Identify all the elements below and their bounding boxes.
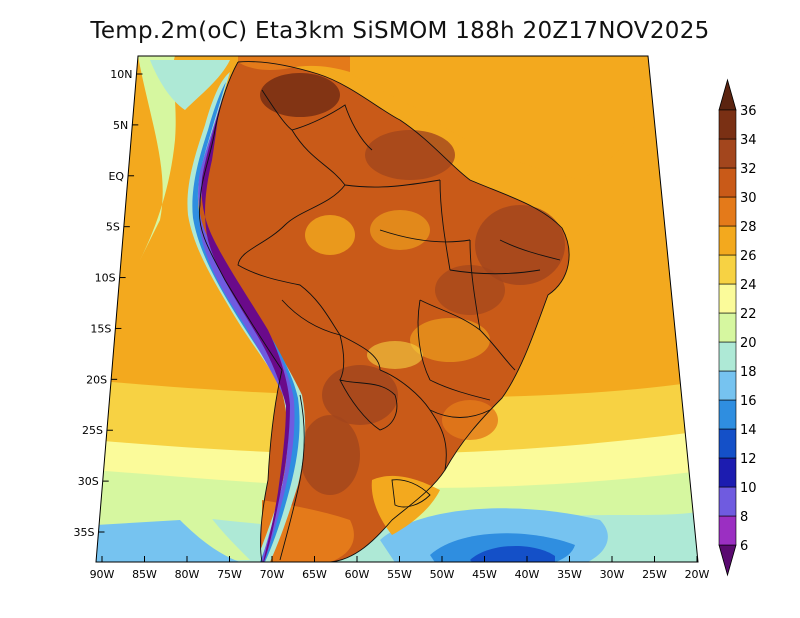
lon-tick-label: 85W	[132, 568, 157, 581]
lat-tick: EQ	[108, 170, 135, 183]
lat-tick-label: 5S	[106, 221, 120, 234]
map-frame	[95, 55, 699, 563]
map-title: Temp.2m(oC) Eta3km SiSMOM 188h 20Z17NOV2…	[90, 18, 710, 44]
colorbar-label: 10	[740, 481, 757, 496]
lat-tick: 5N	[113, 119, 139, 132]
colorbar-arrow-high	[718, 78, 737, 111]
lon-tick: 80W	[175, 556, 200, 581]
colorbar-band	[718, 399, 737, 430]
lat-tick-label: 10S	[95, 272, 116, 285]
colorbar-band	[718, 312, 737, 343]
colorbar-label: 8	[740, 510, 748, 525]
lon-tick: 30W	[600, 556, 625, 581]
lon-tick: 25W	[642, 556, 667, 581]
colorbar-label: 12	[740, 452, 757, 467]
colorbar-band	[718, 225, 737, 256]
lon-tick-label: 25W	[642, 568, 667, 581]
lon-tick-label: 20W	[685, 568, 710, 581]
lat-tick: 10N	[110, 68, 143, 81]
map-field	[96, 56, 698, 562]
lat-tick-label: 15S	[90, 322, 111, 335]
lon-tick-label: 40W	[515, 568, 540, 581]
longitude-axis: 90W 85W 80W 75W 70W 65W 60W 55W 50W 45W 40W 35W 30W 2…	[90, 556, 710, 581]
lon-tick: 35W	[557, 556, 582, 581]
colorbar-label: 34	[740, 133, 757, 148]
lon-tick-label: 65W	[302, 568, 327, 581]
colorbar-band	[718, 109, 737, 140]
lon-tick: 65W	[302, 556, 327, 581]
colorbar-label: 18	[740, 365, 757, 380]
lat-tick: 30S	[78, 475, 109, 488]
lon-tick-label: 55W	[387, 568, 412, 581]
lat-tick: 35S	[74, 526, 105, 539]
lon-tick: 20W	[685, 556, 710, 581]
colorbar-label: 16	[740, 394, 757, 409]
colorbar-band	[718, 457, 737, 488]
lat-tick-label: 5N	[113, 119, 128, 132]
colorbar-band	[718, 167, 737, 198]
colorbar-band	[718, 341, 737, 372]
colorbar-label: 28	[740, 220, 757, 235]
country-borders	[198, 61, 570, 563]
lat-tick: 10S	[95, 272, 126, 285]
lon-tick: 90W	[90, 556, 115, 581]
colorbar-band	[718, 515, 737, 546]
lon-tick-label: 30W	[600, 568, 625, 581]
colorbar-band	[718, 486, 737, 517]
colorbar-label: 26	[740, 249, 757, 264]
colorbar-band	[718, 283, 737, 314]
lon-tick-label: 90W	[90, 568, 115, 581]
lon-tick: 55W	[387, 556, 412, 581]
lon-tick-label: 35W	[557, 568, 582, 581]
lat-tick: 15S	[90, 322, 122, 335]
colorbar-label: 20	[740, 336, 757, 351]
lat-tick: 20S	[86, 373, 118, 386]
lat-tick-label: EQ	[108, 170, 124, 183]
lon-tick-label: 80W	[175, 568, 200, 581]
lat-tick-label: 35S	[74, 526, 95, 539]
colorbar-label: 14	[740, 423, 757, 438]
lon-tick: 75W	[217, 556, 242, 581]
lon-tick: 60W	[345, 556, 370, 581]
colorbar-arrow-low	[718, 544, 737, 577]
lon-tick: 85W	[132, 556, 157, 581]
lon-tick-label: 50W	[430, 568, 455, 581]
colorbar-label: 6	[740, 539, 748, 554]
colorbar-band	[718, 370, 737, 401]
lon-tick-label: 70W	[260, 568, 285, 581]
colorbar-label: 32	[740, 162, 757, 177]
colorbar-band	[718, 428, 737, 459]
lat-tick-label: 30S	[78, 475, 99, 488]
lon-tick-label: 45W	[472, 568, 497, 581]
colorbar-label: 22	[740, 307, 757, 322]
lon-tick: 50W	[430, 556, 455, 581]
lon-tick-label: 60W	[345, 568, 370, 581]
lat-tick: 5S	[106, 221, 130, 234]
lon-tick: 70W	[260, 556, 285, 581]
lon-tick: 45W	[472, 556, 497, 581]
colorbar-band	[718, 254, 737, 285]
lat-tick-label: 10N	[110, 68, 132, 81]
lat-tick-label: 20S	[86, 373, 107, 386]
lat-tick-label: 25S	[82, 424, 103, 437]
colorbar-band	[718, 196, 737, 227]
colorbar-label: 24	[740, 278, 757, 293]
colorbar: 6 8 10 12 14 16 18 20 22 24 26 28 30 32 34 36	[718, 78, 757, 577]
colorbar-band	[718, 138, 737, 169]
colorbar-label: 30	[740, 191, 757, 206]
lon-tick: 40W	[515, 556, 540, 581]
lon-tick-label: 75W	[217, 568, 242, 581]
lat-tick: 25S	[82, 424, 113, 437]
colorbar-label: 36	[740, 104, 757, 119]
latitude-axis: 10N 5N EQ 5S 10S 15S 20S 25S 30S 35S	[74, 68, 143, 539]
